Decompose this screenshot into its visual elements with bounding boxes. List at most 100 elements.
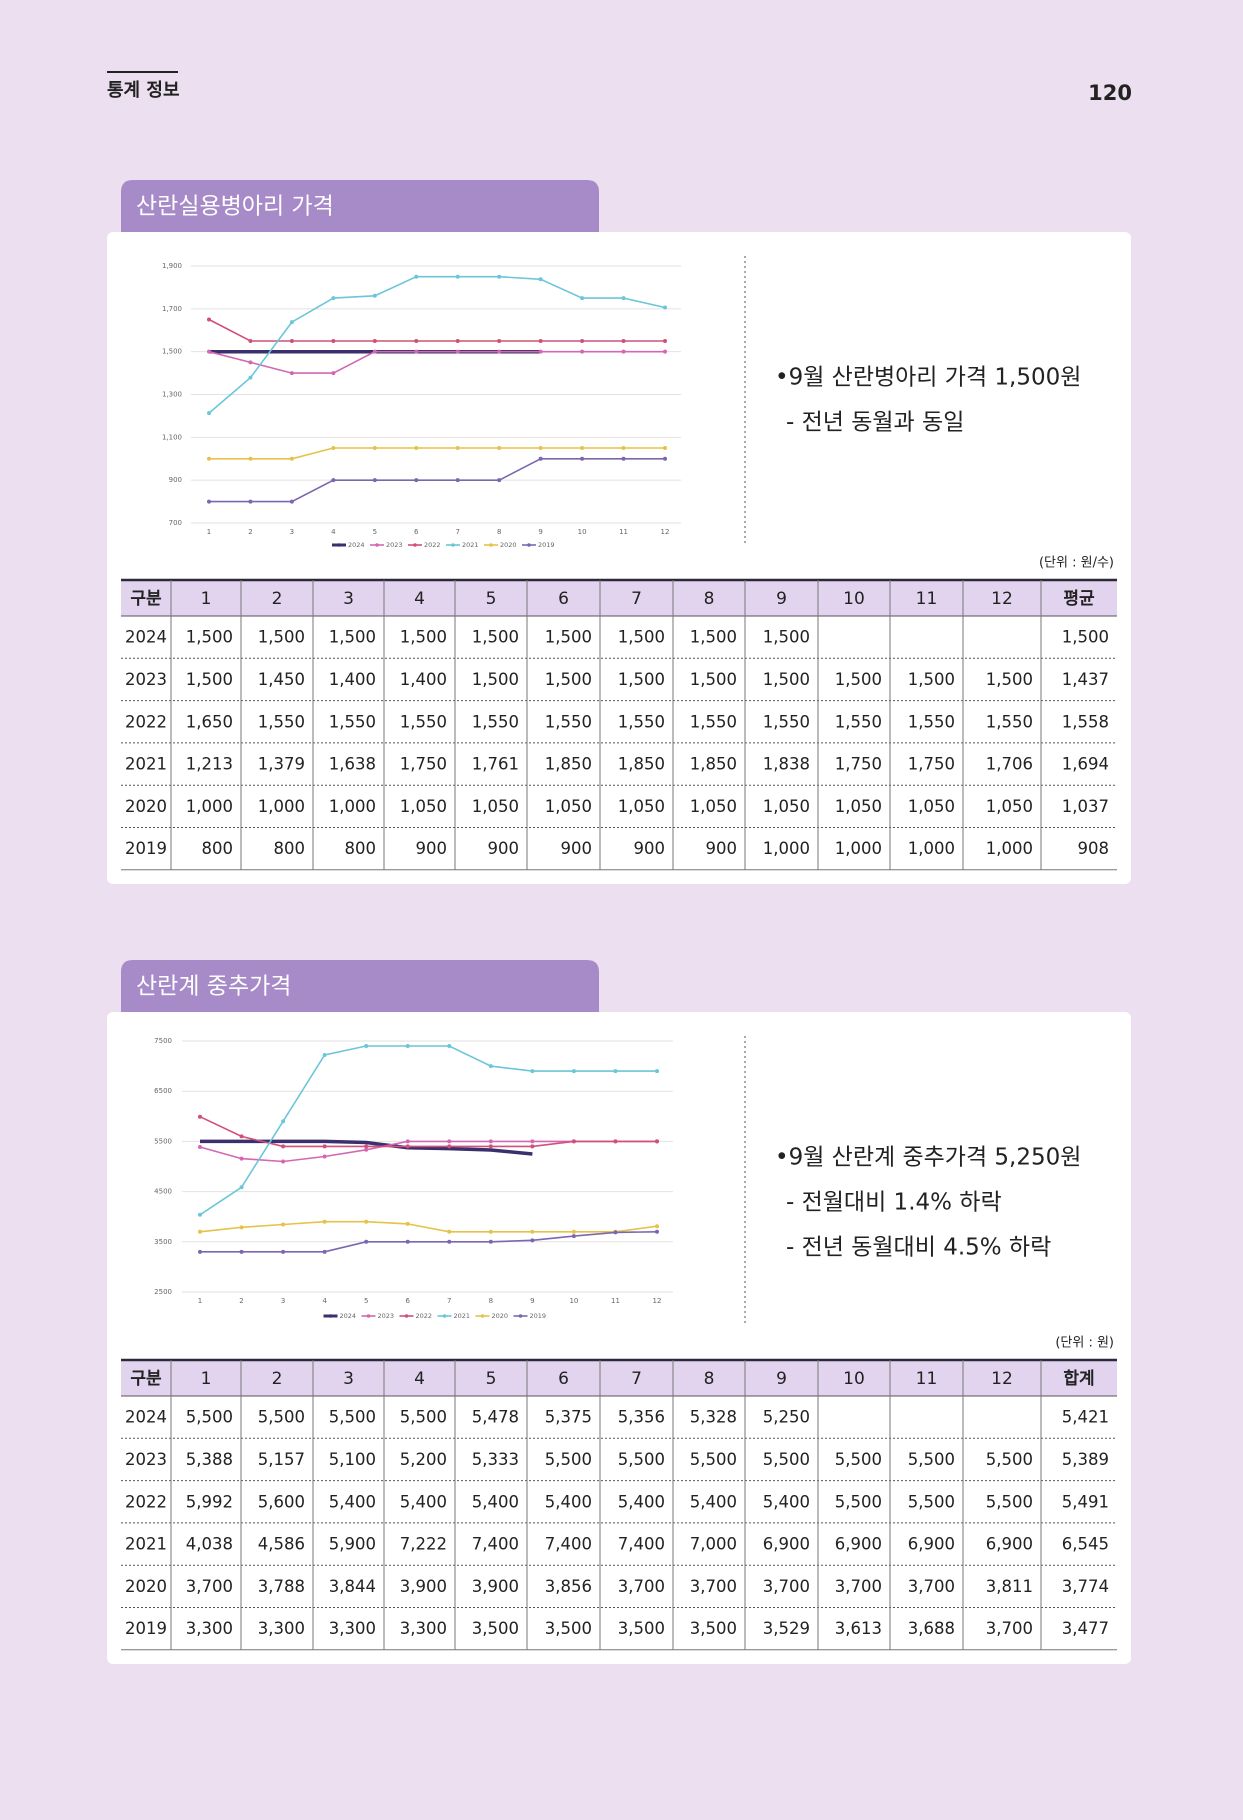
legend-label: 2019	[530, 1312, 547, 1320]
point-marker	[405, 1221, 410, 1226]
table-header-cell: 5	[486, 589, 497, 609]
point-marker	[663, 349, 667, 354]
table-cell: 5,992	[186, 1492, 233, 1511]
table-cell: 1,558	[1062, 712, 1109, 731]
point-marker	[198, 1114, 202, 1119]
point-marker	[405, 1144, 410, 1149]
y-tick-label: 1,500	[162, 348, 182, 356]
legend-marker	[527, 543, 531, 547]
table-cell: 5,328	[690, 1408, 737, 1427]
table-cell: 2022	[125, 712, 167, 731]
table-cell: 3,700	[618, 1577, 665, 1596]
x-tick-label: 9	[530, 1297, 534, 1305]
table-cell: 2023	[125, 670, 167, 689]
unit-label: (단위 : 원)	[1055, 1336, 1114, 1351]
table-cell: 1,750	[835, 755, 882, 774]
legend-marker	[442, 1314, 447, 1318]
legend-marker	[404, 1314, 409, 1318]
table-cell: 1,638	[329, 755, 376, 774]
y-tick-label: 900	[169, 476, 182, 484]
table-cell: 1,550	[908, 712, 955, 731]
y-tick-label: 2500	[154, 1288, 172, 1296]
point-marker	[655, 1224, 659, 1229]
table-cell: 3,700	[986, 1619, 1033, 1638]
legend-label: 2023	[378, 1312, 395, 1320]
unit-label: (단위 : 원/수)	[1039, 556, 1114, 571]
table-cell: 3,844	[329, 1577, 376, 1596]
point-marker	[364, 1239, 369, 1244]
table-cell: 1,550	[329, 712, 376, 731]
table-cell: 3,500	[545, 1619, 592, 1638]
table-cell: 2021	[125, 1535, 167, 1554]
table-cell: 1,550	[986, 712, 1033, 731]
point-marker	[239, 1156, 244, 1161]
point-marker	[538, 446, 543, 451]
table-cell: 1,437	[1062, 670, 1109, 689]
table-cell: 1,850	[618, 755, 665, 774]
table-header-cell: 11	[916, 1369, 938, 1389]
table-cell: 1,500	[690, 628, 737, 647]
table-cell: 3,300	[258, 1619, 305, 1638]
table-cell: 3,500	[618, 1619, 665, 1638]
table-cell: 3,613	[835, 1619, 882, 1638]
point-marker	[580, 446, 585, 451]
point-marker	[538, 349, 543, 354]
x-tick-label: 12	[653, 1297, 662, 1305]
x-tick-label: 8	[489, 1297, 493, 1305]
table-cell: 1,213	[186, 755, 233, 774]
point-marker	[405, 1139, 410, 1144]
table-header-cell: 2	[272, 589, 283, 609]
point-marker	[447, 1144, 452, 1149]
table-cell: 1,706	[986, 755, 1033, 774]
x-tick-label: 6	[414, 528, 419, 536]
legend-label: 2021	[462, 541, 479, 549]
note: •9월 산란계 중추가격 5,250원	[775, 1145, 1081, 1171]
table-cell: 5,400	[690, 1492, 737, 1511]
point-marker	[530, 1139, 535, 1144]
point-marker	[497, 274, 502, 279]
point-marker	[281, 1119, 286, 1124]
table-cell: 5,500	[986, 1450, 1033, 1469]
note: - 전월대비 1.4% 하락	[786, 1190, 1002, 1216]
y-tick-label: 4500	[154, 1188, 172, 1196]
series-line	[208, 350, 665, 374]
point-marker	[497, 349, 502, 354]
table-cell: 5,500	[400, 1408, 447, 1427]
table-cell: 5,421	[1062, 1408, 1109, 1427]
legend-marker	[337, 543, 341, 547]
table-cell: 2019	[125, 839, 167, 858]
table-cell: 5,250	[763, 1408, 810, 1427]
point-marker	[289, 320, 294, 325]
table-cell: 6,900	[986, 1535, 1033, 1554]
y-tick-label: 700	[169, 519, 182, 527]
point-marker	[414, 349, 419, 354]
x-tick-label: 10	[569, 1297, 578, 1305]
y-tick-label: 1,700	[162, 305, 182, 313]
series-line	[209, 447, 665, 460]
point-marker	[207, 317, 211, 322]
table-cell: 2023	[125, 1450, 167, 1469]
table-cell: 5,200	[400, 1450, 447, 1469]
table-header-cell: 1	[201, 1369, 212, 1389]
point-marker	[488, 1139, 493, 1144]
point-marker	[414, 478, 419, 483]
table-cell: 1,400	[329, 670, 376, 689]
point-marker	[455, 478, 460, 483]
series-line	[208, 275, 666, 414]
title-tab	[121, 960, 599, 1012]
point-marker	[530, 1238, 535, 1243]
x-tick-label: 6	[405, 1297, 410, 1305]
table-cell: 3,811	[986, 1577, 1033, 1596]
table-cell: 900	[561, 839, 593, 858]
table-cell: 3,856	[545, 1577, 592, 1596]
point-marker	[331, 446, 336, 451]
series-line	[199, 1115, 657, 1148]
table-header-cell: 11	[916, 589, 938, 609]
table-cell: 1,000	[329, 797, 376, 816]
table-cell: 1,500	[472, 670, 519, 689]
table-cell: 5,400	[329, 1492, 376, 1511]
legend-label: 2020	[492, 1312, 509, 1320]
series-line	[200, 1139, 533, 1156]
table-cell: 5,400	[472, 1492, 519, 1511]
table-cell: 1,550	[545, 712, 592, 731]
